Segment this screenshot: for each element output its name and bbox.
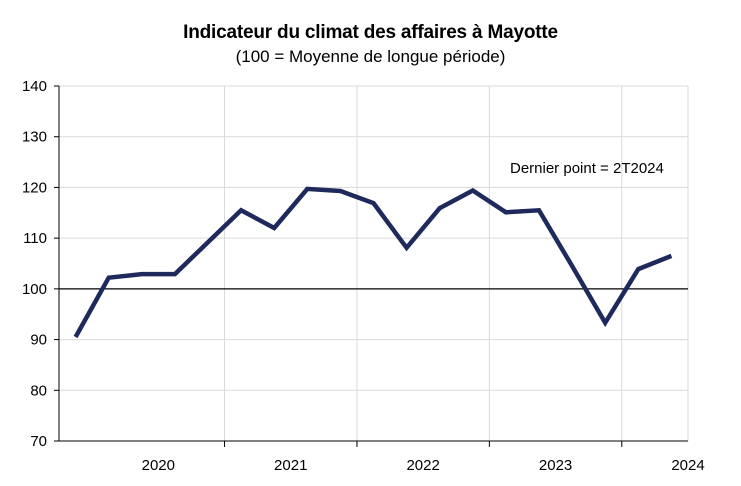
chart-title: Indicateur du climat des affaires à Mayo… [183,22,558,43]
y-tick-label: 110 [23,230,47,247]
y-tick-label: 70 [30,433,47,450]
y-tick-label: 90 [30,332,47,349]
axes [54,85,688,447]
y-tick-label: 120 [22,179,47,196]
y-tick-label: 130 [22,129,47,146]
y-tick-label: 140 [22,78,47,95]
x-tick-label: 2022 [406,457,439,474]
x-tick-label: 2020 [142,457,175,474]
y-tick-label: 100 [22,281,47,298]
x-tick-label: 2021 [274,457,307,474]
chart-subtitle: (100 = Moyenne de longue période) [235,47,506,66]
y-tick-label: 80 [30,382,47,399]
x-tick-label: 2024 [671,457,704,474]
x-tick-label: 2023 [539,457,572,474]
series [73,186,673,339]
tick-labels: 70 80 90 100 110 120 130 140 2020 2021 2022 2023 202… [22,78,705,474]
grid-lines [59,85,689,441]
last-point-annotation: Dernier point = 2T2024 [510,160,664,177]
series-line [73,186,673,339]
